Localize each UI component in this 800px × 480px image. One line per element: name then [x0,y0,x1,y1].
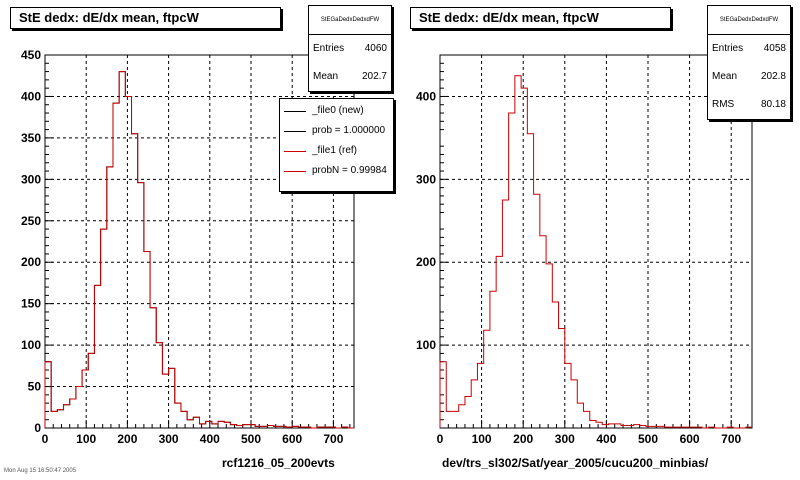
legend-entry-prob: prob = 1.000000 [280,121,393,141]
legend-label-file1: _file1 (ref) [312,145,358,156]
right-stats-entries: Entries 4058 [708,35,790,63]
left-footer-label: rcf1216_05_200evts [222,456,335,470]
legend-label-file0: _file0 (new) [312,105,364,116]
right-y-tick-label: 300 [416,172,436,186]
left-y-tick-label: 50 [28,380,42,394]
legend-label-probN: probN = 0.99984 [312,165,387,176]
left-stats-mean-value: 202.7 [361,71,387,82]
left-y-tick-label: 350 [21,131,41,145]
right-stats-box: StEGaDedxDedxdFW Entries 4058 Mean 202.8… [707,5,791,120]
legend-entry-file0: _file0 (new) [280,101,393,121]
left-y-tick-label: 150 [21,297,41,311]
left-x-tick-label: 700 [323,432,343,446]
legend-entry-file1: _file1 (ref) [280,141,393,161]
left-x-tick-label: 0 [42,432,49,446]
legend-line-prob [284,131,306,132]
left-x-tick-label: 200 [117,432,137,446]
timestamp-stamp: Mon Aug 15 16:50:47 2005 [4,468,77,474]
right-stats-entries-label: Entries [712,43,744,54]
left-stats-mean-label: Mean [313,71,339,82]
left-y-tick-label: 250 [21,214,41,228]
left-stats-entries-value: 4060 [364,43,387,54]
right-x-tick-label: 400 [596,432,616,446]
right-stats-rms-value: 80.18 [760,99,786,110]
left-stats-box: StEGaDedxDedxdFW Entries 4060 Mean 202.7 [308,5,392,92]
right-stats-header: StEGaDedxDedxdFW [708,6,790,35]
left-plot-frame [44,54,355,429]
left-stats-mean: Mean 202.7 [309,63,391,91]
right-y-tick-label: 200 [416,255,436,269]
right-stats-mean-value: 202.8 [760,71,786,82]
left-y-tick-label: 300 [21,172,41,186]
right-stats-entries-value: 4058 [763,43,786,54]
left-stats-entries: Entries 4060 [309,35,391,63]
right-histogram-series-0 [439,75,752,429]
left-plot-title: StE dedx: dE/dx mean, ftpcW [10,7,281,29]
left-y-tick-label: 400 [21,89,41,103]
left-x-tick-label: 300 [159,432,179,446]
left-x-tick-label: 500 [241,432,261,446]
left-legend: _file0 (new) prob = 1.000000 _file1 (ref… [279,98,394,192]
left-plot-pad: 0 100 200 300 400 500 600 700 0 50 100 150 200 250 300… [0,0,395,480]
right-stats-mean-label: Mean [712,71,738,82]
right-x-tick-label: 700 [721,432,741,446]
right-x-tick-label: 200 [513,432,533,446]
left-x-tick-label: 600 [282,432,302,446]
left-stats-header: StEGaDedxDedxdFW [309,6,391,35]
left-histogram-series-1 [44,71,354,429]
right-stats-rms-label: RMS [712,99,735,110]
legend-line-file1 [284,151,306,152]
left-y-tick-label: 200 [21,255,41,269]
left-y-tick-label: 450 [21,48,41,62]
right-stats-rms: RMS 80.18 [708,91,790,119]
legend-label-prob: prob = 1.000000 [312,125,386,136]
right-plot-frame [439,54,753,429]
right-footer-label: dev/trs_sl302/Sat/year_2005/cucu200_minb… [442,456,709,470]
right-x-tick-label: 600 [680,432,700,446]
legend-line-probN [284,171,306,172]
right-y-tick-label: 400 [416,89,436,103]
legend-line-file0 [284,111,306,112]
left-x-tick-label: 400 [200,432,220,446]
right-stats-mean: Mean 202.8 [708,63,790,91]
legend-entry-probN: probN = 0.99984 [280,161,393,181]
right-x-tick-label: 300 [555,432,575,446]
right-x-tick-label: 0 [437,432,444,446]
left-y-tick-label: 0 [34,421,41,435]
right-x-tick-label: 100 [472,432,492,446]
right-y-tick-label: 100 [416,338,436,352]
right-x-tick-label: 500 [638,432,658,446]
right-plot-title: StE dedx: dE/dx mean, ftpcW [410,7,671,29]
left-x-tick-label: 100 [76,432,96,446]
left-y-tick-label: 100 [21,338,41,352]
right-plot-pad: 0 100 200 300 400 500 600 700 100 200 300 400 StE d… [400,0,800,480]
left-stats-entries-label: Entries [313,43,345,54]
